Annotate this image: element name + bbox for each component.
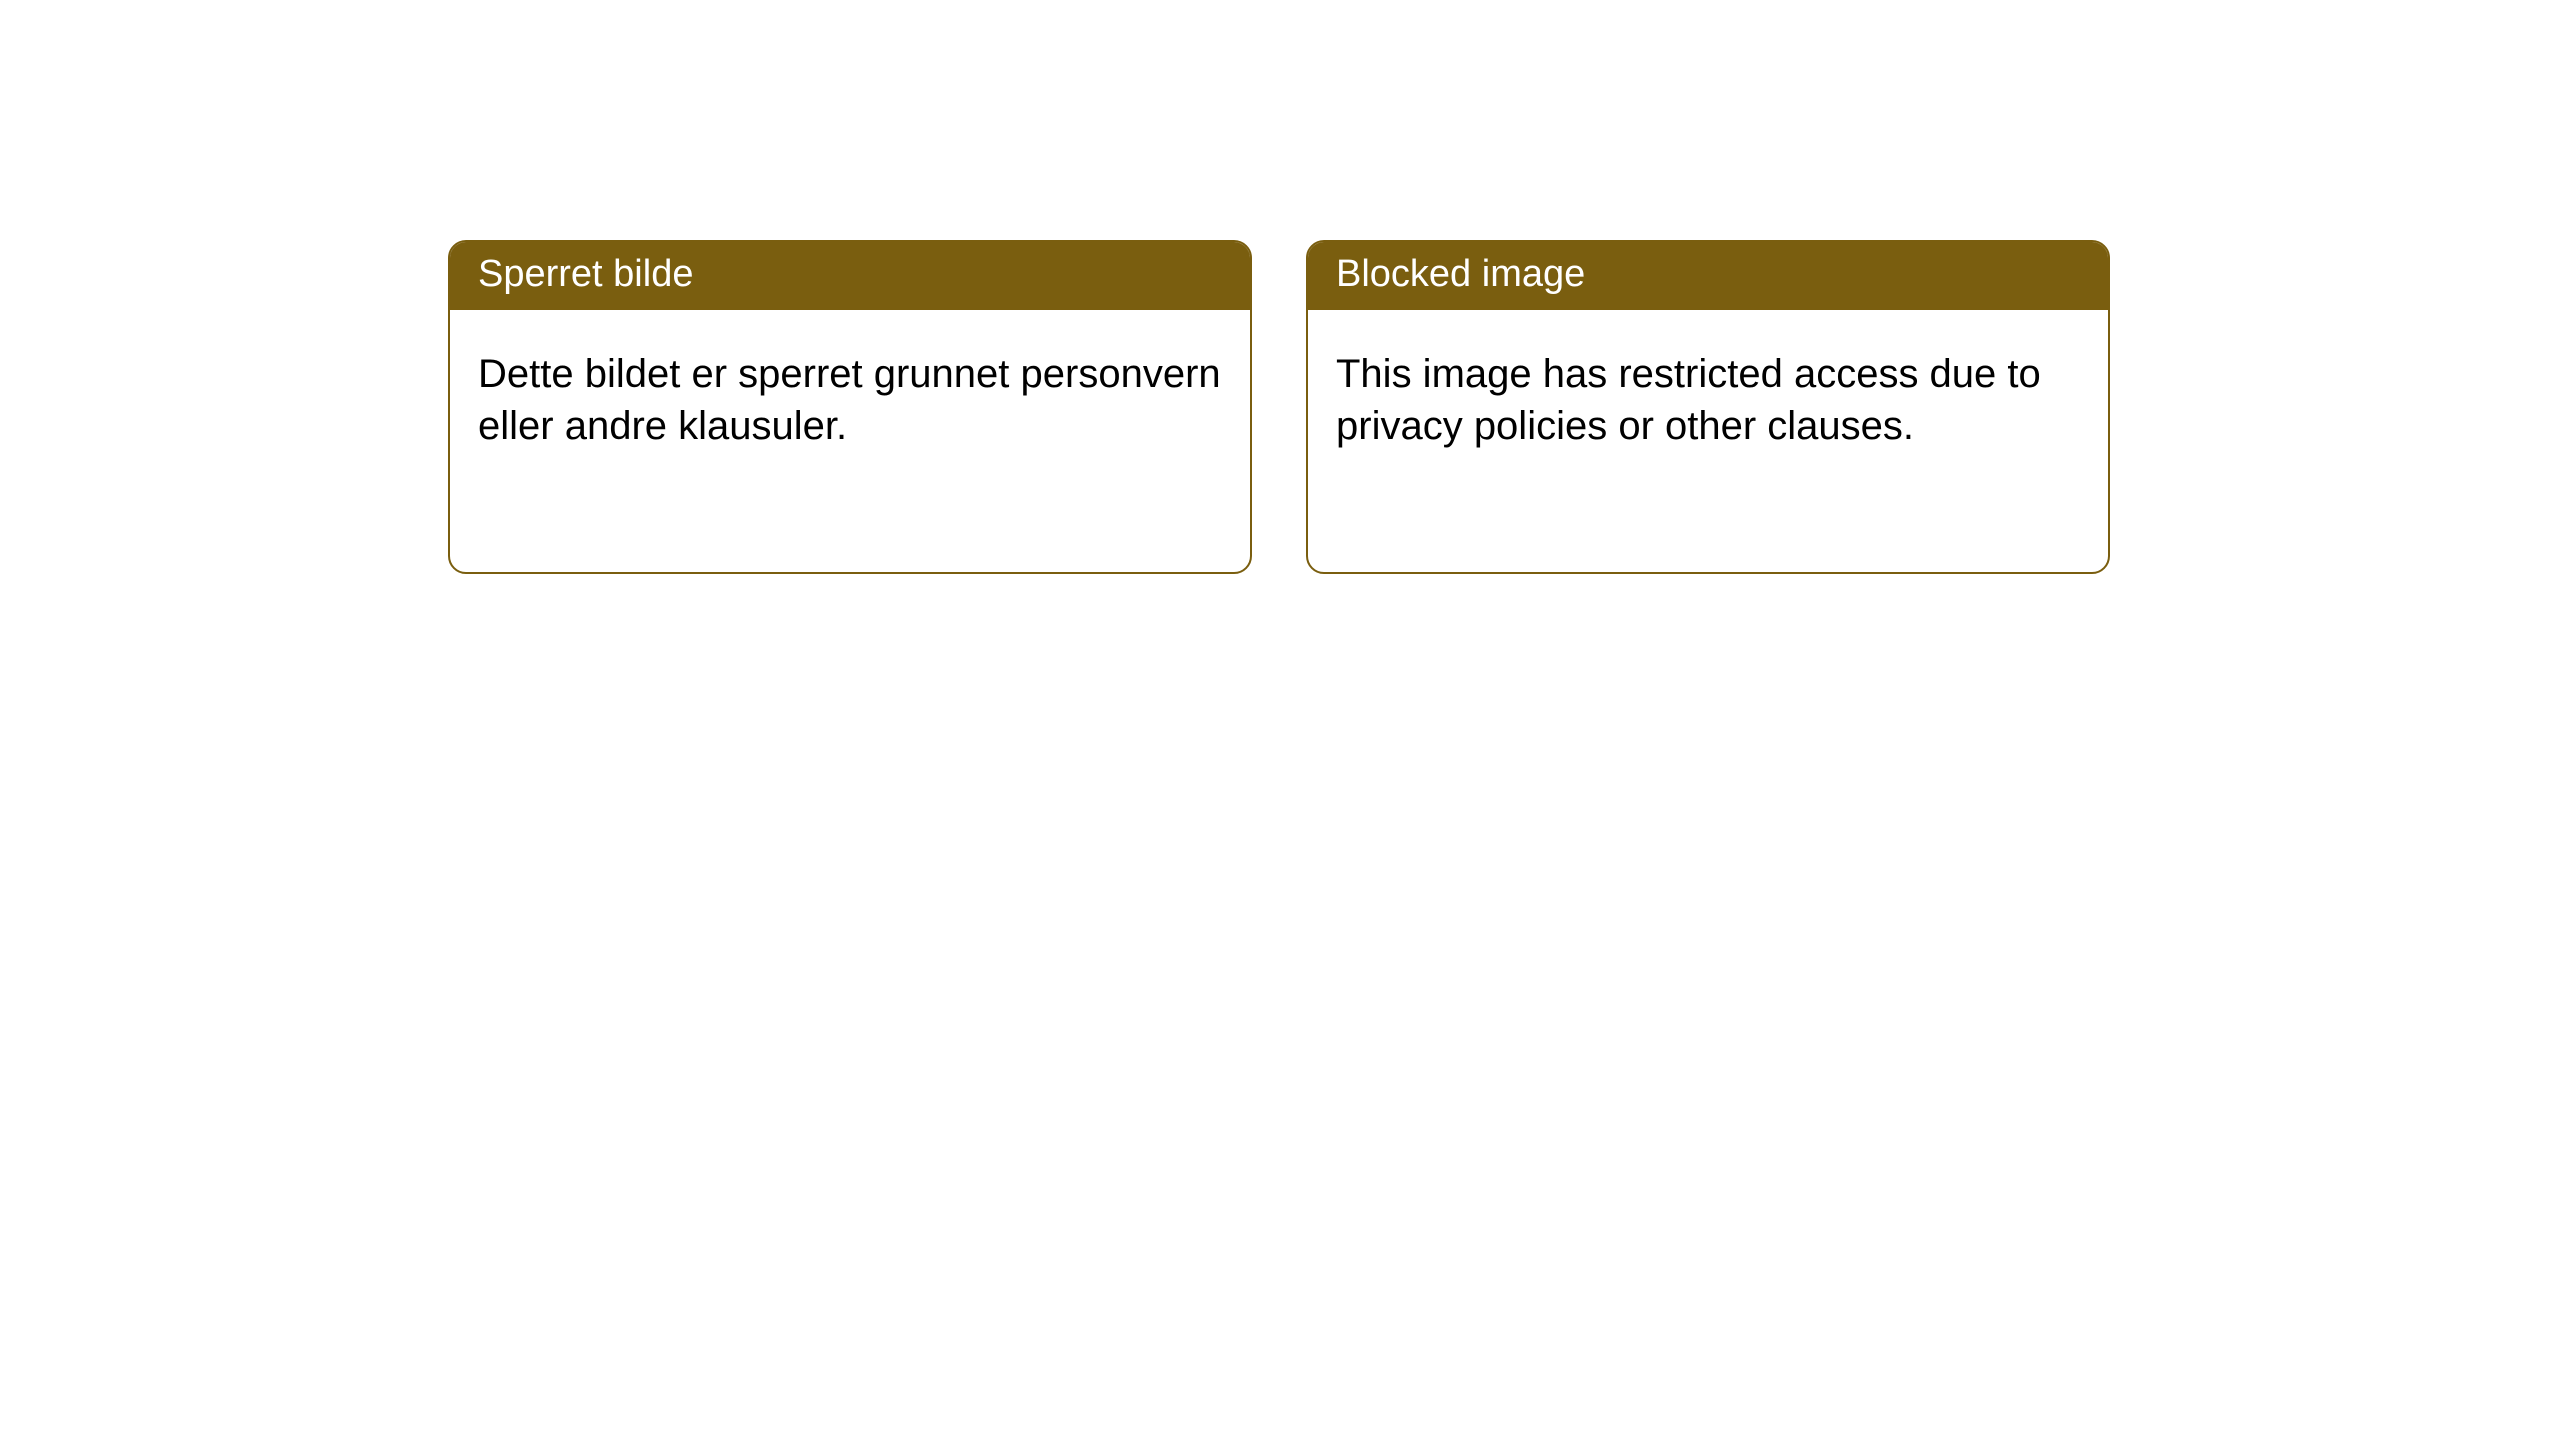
notice-body: Dette bildet er sperret grunnet personve… [450, 310, 1250, 492]
notice-container: Sperret bilde Dette bildet er sperret gr… [0, 0, 2560, 574]
notice-body: This image has restricted access due to … [1308, 310, 2108, 492]
notice-header: Blocked image [1308, 242, 2108, 310]
notice-header: Sperret bilde [450, 242, 1250, 310]
notice-card-norwegian: Sperret bilde Dette bildet er sperret gr… [448, 240, 1252, 574]
notice-card-english: Blocked image This image has restricted … [1306, 240, 2110, 574]
